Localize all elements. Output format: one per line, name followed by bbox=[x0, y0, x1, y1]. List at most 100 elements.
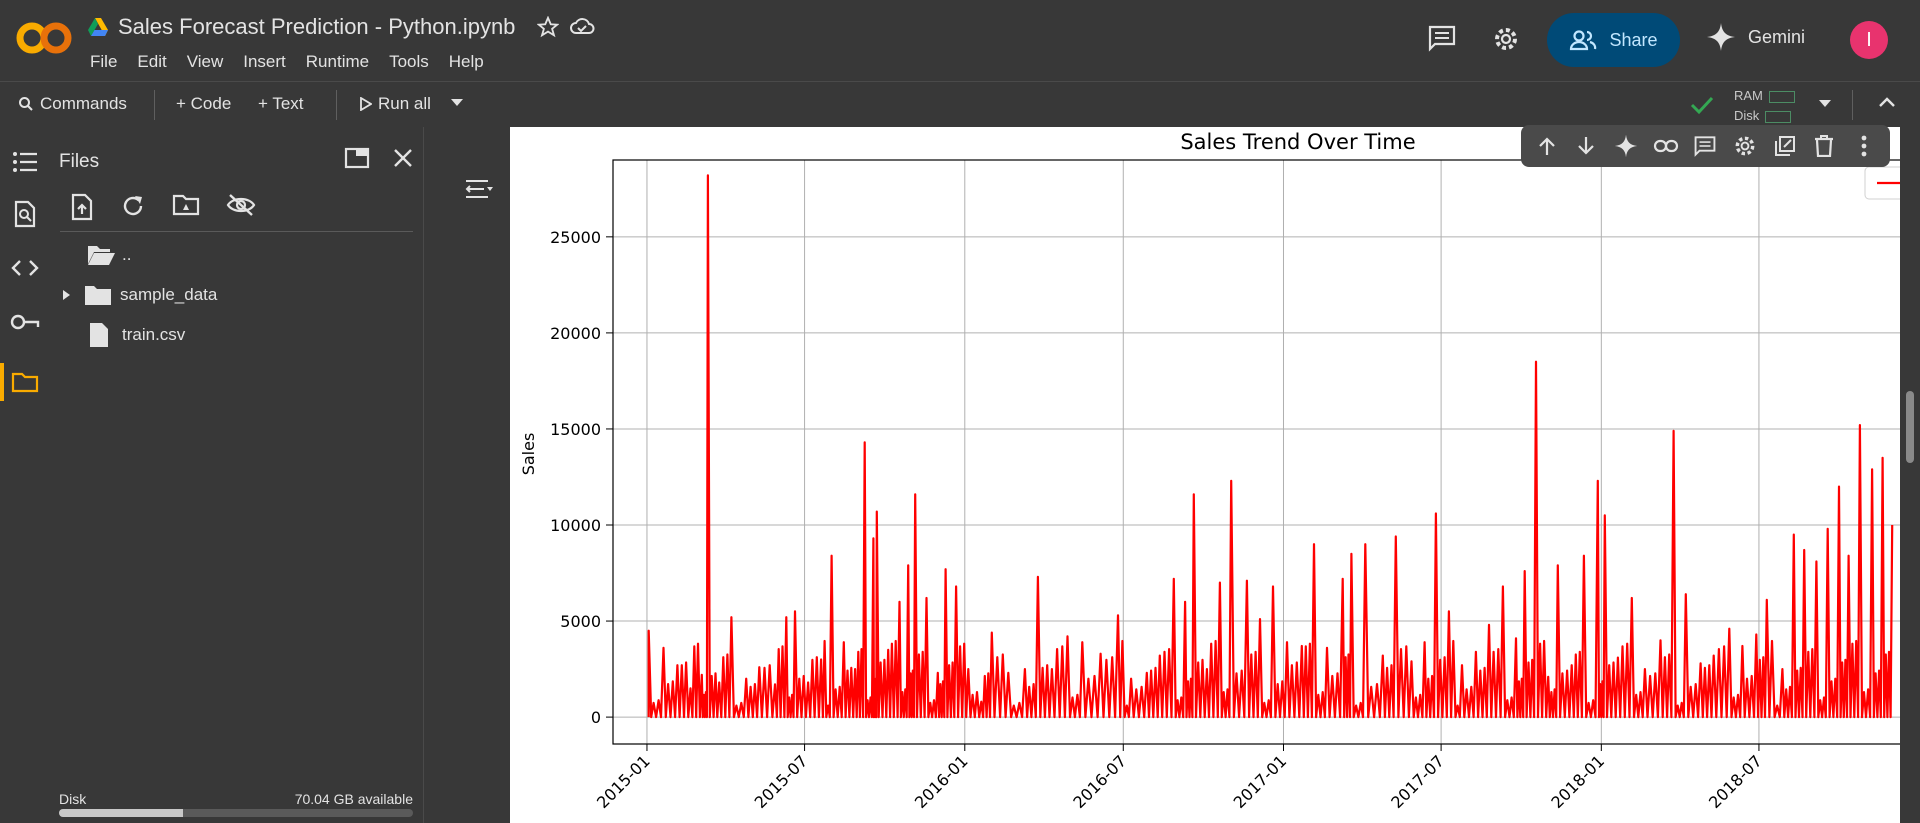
expand-arrow-icon[interactable] bbox=[60, 288, 72, 302]
search-icon bbox=[19, 97, 33, 111]
divider bbox=[60, 231, 413, 232]
chart-title: Sales Trend Over Time bbox=[1180, 130, 1415, 154]
x-tick-label: 2017-01 bbox=[1230, 751, 1291, 812]
sales-trend-chart: 0 5000 10000 15000 20000 25000 2015-01 2015-07 2… bbox=[519, 130, 1900, 812]
gear-icon bbox=[1735, 136, 1755, 156]
menu-file[interactable]: File bbox=[90, 52, 118, 71]
commands-button[interactable]: Commands bbox=[18, 94, 127, 114]
colab-logo[interactable] bbox=[16, 18, 72, 58]
collapse-header-button[interactable] bbox=[1878, 96, 1896, 108]
more-actions-button[interactable] bbox=[1850, 132, 1878, 160]
move-up-button[interactable] bbox=[1533, 132, 1561, 160]
comments-button[interactable] bbox=[1427, 24, 1457, 52]
add-comment-button[interactable] bbox=[1691, 132, 1719, 160]
disk-meter bbox=[1765, 110, 1792, 123]
caret-down-icon bbox=[1819, 100, 1831, 107]
cell-settings-button[interactable] bbox=[1731, 132, 1759, 160]
table-of-contents-icon bbox=[13, 152, 37, 172]
gemini-cell-button[interactable] bbox=[1612, 132, 1640, 160]
top-bar: Sales Forecast Prediction - Python.ipynb… bbox=[0, 0, 1920, 81]
upload-file-icon[interactable] bbox=[70, 193, 94, 221]
refresh-icon[interactable] bbox=[120, 193, 146, 219]
move-down-button[interactable] bbox=[1572, 132, 1600, 160]
disk-usage-bar bbox=[59, 809, 413, 817]
run-all-label: Run all bbox=[378, 94, 431, 113]
tree-item-label: sample_data bbox=[120, 285, 218, 304]
y-axis-label: Sales bbox=[519, 433, 538, 476]
check-icon bbox=[1690, 96, 1714, 115]
output-menu-icon bbox=[465, 180, 493, 198]
arrow-down-icon bbox=[1578, 137, 1595, 155]
delete-cell-button[interactable] bbox=[1810, 132, 1838, 160]
disk-label: Disk bbox=[59, 791, 87, 807]
tree-item-label: train.csv bbox=[122, 325, 186, 344]
files-panel: Files bbox=[50, 127, 424, 823]
open-folder-icon bbox=[88, 246, 115, 265]
run-all-button[interactable]: Run all bbox=[360, 94, 431, 114]
y-tick-label: 15000 bbox=[550, 420, 601, 439]
toolbar-divider bbox=[336, 90, 337, 120]
tree-item-parent[interactable]: .. bbox=[86, 240, 131, 270]
menu-runtime[interactable]: Runtime bbox=[305, 52, 370, 71]
cell-gutter bbox=[424, 127, 510, 823]
open-in-tab-icon bbox=[344, 147, 370, 169]
run-all-dropdown[interactable] bbox=[450, 98, 464, 108]
notebook-title[interactable]: Sales Forecast Prediction - Python.ipynb bbox=[118, 14, 516, 39]
mount-drive-icon[interactable] bbox=[172, 193, 200, 217]
open-in-tab-button[interactable] bbox=[344, 147, 370, 169]
tree-item-label: .. bbox=[122, 245, 132, 264]
x-tick-label: 2017-07 bbox=[1387, 751, 1448, 812]
user-avatar[interactable]: I bbox=[1850, 21, 1888, 59]
menu-help[interactable]: Help bbox=[448, 52, 484, 71]
toc-button[interactable] bbox=[10, 147, 40, 177]
folder-icon bbox=[85, 286, 111, 305]
gemini-sparkle-icon bbox=[1707, 23, 1735, 51]
menu-tools[interactable]: Tools bbox=[389, 52, 429, 71]
comment-icon bbox=[1695, 136, 1716, 157]
menu-view[interactable]: View bbox=[186, 52, 224, 71]
mirror-cell-button[interactable] bbox=[1771, 132, 1799, 160]
x-tick-label: 2018-01 bbox=[1547, 751, 1608, 812]
share-button[interactable]: Share bbox=[1547, 13, 1680, 67]
add-code-button[interactable]: + Code bbox=[176, 94, 232, 113]
cell-toolbar bbox=[1521, 125, 1890, 167]
connect-dropdown[interactable] bbox=[1818, 99, 1832, 109]
ram-label: RAM bbox=[1734, 88, 1763, 103]
tree-item-sample-data[interactable]: sample_data bbox=[60, 280, 217, 310]
add-text-button[interactable]: + Text bbox=[258, 94, 304, 113]
ram-meter bbox=[1768, 90, 1795, 103]
menu-edit[interactable]: Edit bbox=[137, 52, 167, 71]
notebook-scrollbar[interactable] bbox=[1900, 127, 1920, 823]
output-actions-button[interactable] bbox=[464, 177, 494, 201]
copy-link-button[interactable] bbox=[1652, 132, 1680, 160]
secrets-button[interactable] bbox=[10, 307, 40, 337]
resource-monitor[interactable]: RAM Disk bbox=[1734, 86, 1795, 126]
comment-icon bbox=[1428, 25, 1456, 52]
link-icon bbox=[1653, 139, 1678, 153]
x-tick-label: 2015-01 bbox=[593, 751, 654, 812]
open-in-new-icon bbox=[1774, 136, 1795, 156]
code-brackets-icon bbox=[11, 260, 39, 276]
gemini-button[interactable]: Gemini bbox=[1706, 22, 1805, 52]
scrollbar-thumb[interactable] bbox=[1906, 391, 1914, 463]
caret-down-icon bbox=[451, 99, 463, 106]
hide-icon[interactable] bbox=[226, 193, 256, 217]
settings-button[interactable] bbox=[1492, 25, 1520, 53]
find-replace-button[interactable] bbox=[10, 199, 40, 229]
code-snippets-button[interactable] bbox=[10, 253, 40, 283]
gemini-label: Gemini bbox=[1748, 26, 1806, 47]
star-icon[interactable] bbox=[537, 16, 560, 38]
y-tick-label: 20000 bbox=[550, 324, 601, 343]
toolbar-divider bbox=[1852, 90, 1853, 120]
disk-available: 70.04 GB available bbox=[294, 791, 413, 807]
more-vert-icon bbox=[1861, 135, 1867, 157]
trash-icon bbox=[1815, 135, 1834, 157]
google-drive-icon bbox=[88, 18, 108, 36]
cloud-saved-icon[interactable] bbox=[569, 16, 595, 38]
menu-insert[interactable]: Insert bbox=[243, 52, 286, 71]
tree-item-train-csv[interactable]: train.csv bbox=[88, 320, 185, 350]
y-tick-label: 0 bbox=[591, 708, 601, 727]
close-panel-button[interactable] bbox=[392, 147, 414, 169]
share-label: Share bbox=[1609, 29, 1658, 50]
files-button[interactable] bbox=[10, 367, 40, 397]
